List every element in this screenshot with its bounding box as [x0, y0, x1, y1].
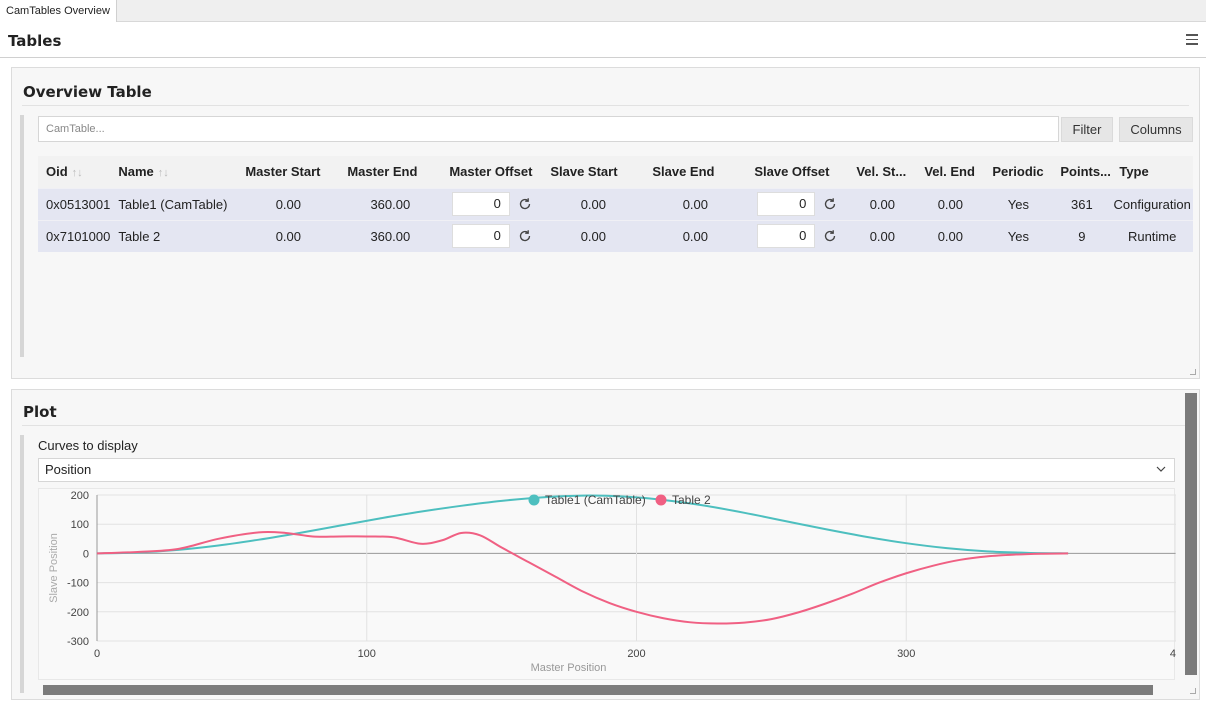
cell-oid: 0x0513001: [38, 187, 111, 220]
cell-slave-end: 0.00: [644, 219, 747, 252]
chevron-down-icon: [1156, 466, 1166, 472]
cell-periodic: Yes: [984, 219, 1053, 252]
position-chart: 200 100 0 -100 -200 -300 0 100 200 300 4 Master Pos…: [48, 490, 1176, 674]
table-row[interactable]: 0x7101000 Table 2 0.00 360.00 0 0.00 0.0…: [38, 219, 1193, 252]
col-type[interactable]: Type: [1111, 156, 1193, 188]
cell-slave-end: 0.00: [644, 187, 747, 220]
cell-vel-end: 0.00: [916, 219, 985, 252]
col-oid[interactable]: Oid ↑↓: [38, 156, 111, 188]
refresh-icon[interactable]: [518, 197, 532, 211]
table-row[interactable]: 0x0513001 Table1 (CamTable) 0.00 360.00 …: [38, 187, 1193, 220]
legend-marker-1: [528, 494, 540, 506]
vertical-scrollbar[interactable]: [1185, 393, 1197, 675]
cell-master-end: 360.00: [339, 187, 442, 220]
col-slave-end[interactable]: Slave End: [644, 156, 747, 188]
cell-vel-start: 0.00: [848, 187, 917, 220]
cell-oid: 0x7101000: [38, 219, 111, 252]
cell-type: Configuration: [1111, 187, 1193, 220]
columns-button[interactable]: Columns: [1119, 117, 1193, 142]
col-vel-end[interactable]: Vel. End: [916, 156, 985, 188]
x-axis-label: Master Position: [531, 662, 607, 674]
sort-icon: ↑↓: [157, 167, 169, 180]
series-line-2: [96, 530, 1069, 625]
curves-select-value: Position: [45, 462, 92, 477]
horizontal-scrollbar[interactable]: [43, 685, 1153, 695]
cell-master-offset: 0: [441, 187, 543, 220]
slave-offset-input[interactable]: 0: [757, 192, 816, 216]
plot-area: 200 100 0 -100 -200 -300 0 100 200 300 4 Master Pos…: [38, 488, 1176, 680]
sort-icon: ↑↓: [71, 167, 83, 180]
legend-label-2: Table 2: [672, 493, 711, 507]
col-master-end[interactable]: Master End: [339, 156, 442, 188]
cell-slave-start: 0.00: [542, 187, 645, 220]
tab-camtables-overview[interactable]: CamTables Overview: [0, 0, 117, 22]
legend-label-1: Table1 (CamTable): [545, 493, 646, 507]
page-title: Tables: [8, 32, 62, 50]
cell-points: 361: [1052, 187, 1112, 220]
cell-slave-start: 0.00: [542, 219, 645, 252]
col-master-start[interactable]: Master Start: [237, 156, 340, 188]
cell-vel-end: 0.00: [916, 187, 985, 220]
refresh-icon[interactable]: [823, 229, 837, 243]
slave-offset-input[interactable]: 0: [757, 224, 816, 249]
resize-handle[interactable]: [1190, 369, 1196, 375]
y-tick-label: -100: [67, 578, 89, 590]
cell-vel-start: 0.00: [848, 219, 917, 252]
page-header: Tables: [0, 22, 1206, 58]
y-tick-label: -300: [67, 636, 89, 648]
y-tick-label: 100: [71, 519, 89, 531]
cell-master-end: 360.00: [339, 219, 442, 252]
table-header-row: Oid ↑↓ Name ↑↓ Master Start Master End Mas…: [38, 156, 1193, 188]
curves-select[interactable]: Position: [38, 458, 1175, 482]
x-tick-label: 200: [627, 648, 645, 660]
cell-name: Table1 (CamTable): [110, 187, 238, 220]
master-offset-input[interactable]: 0: [451, 192, 510, 216]
cell-slave-offset: 0: [746, 187, 849, 220]
refresh-icon[interactable]: [823, 197, 837, 211]
resize-handle[interactable]: [1190, 688, 1196, 694]
overview-title: Overview Table: [23, 83, 152, 101]
y-tick-label: 0: [83, 548, 89, 560]
plot-title: Plot: [23, 403, 57, 421]
cell-points: 9: [1052, 219, 1112, 252]
series-line-1: [96, 494, 1069, 555]
cell-type: Runtime: [1111, 219, 1193, 252]
cell-master-start: 0.00: [237, 187, 340, 220]
cell-periodic: Yes: [984, 187, 1053, 220]
col-slave-offset[interactable]: Slave Offset: [746, 156, 849, 188]
menu-icon[interactable]: [1186, 34, 1198, 46]
y-axis-label: Slave Position: [48, 533, 60, 603]
col-name[interactable]: Name ↑↓: [110, 156, 238, 188]
tab-bar: CamTables Overview: [0, 0, 1206, 22]
y-tick-label: 200: [71, 490, 89, 502]
x-tick-label: 300: [897, 648, 915, 660]
master-offset-input[interactable]: 0: [451, 224, 510, 249]
legend-marker-2: [655, 494, 667, 506]
y-tick-label: -200: [67, 607, 89, 619]
col-master-offset[interactable]: Master Offset: [441, 156, 543, 188]
camtable-search-input[interactable]: CamTable...: [38, 116, 1059, 142]
col-vel-start[interactable]: Vel. St...: [848, 156, 917, 188]
filter-button[interactable]: Filter: [1061, 117, 1113, 142]
curves-label: Curves to display: [38, 438, 138, 453]
x-tick-label: 4: [1170, 648, 1176, 660]
cell-slave-offset: 0: [746, 219, 849, 252]
x-tick-label: 0: [94, 648, 100, 660]
cell-master-start: 0.00: [237, 219, 340, 252]
col-points[interactable]: Points...: [1052, 156, 1112, 188]
cell-name: Table 2: [110, 219, 238, 252]
col-slave-start[interactable]: Slave Start: [542, 156, 645, 188]
cell-master-offset: 0: [441, 219, 543, 252]
overview-table: Oid ↑↓ Name ↑↓ Master Start Master End Mas…: [38, 156, 1193, 252]
x-tick-label: 100: [358, 648, 376, 660]
refresh-icon[interactable]: [518, 229, 532, 243]
col-periodic[interactable]: Periodic: [984, 156, 1053, 188]
